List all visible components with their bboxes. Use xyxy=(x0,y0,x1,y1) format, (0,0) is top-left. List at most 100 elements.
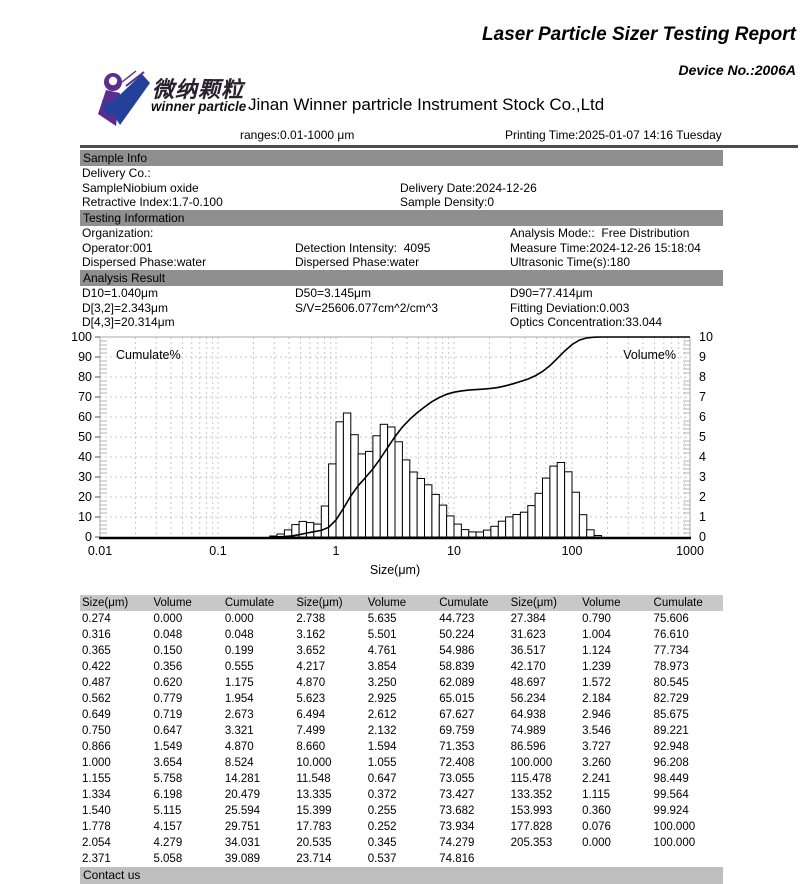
table-column-header: Cumulate xyxy=(439,596,489,609)
table-row: 0.487 0.620 1.175 4.870 3.250 62.089 48.697 1.5… xyxy=(80,675,723,691)
table-cell: 34.031 xyxy=(224,836,261,849)
table-cell xyxy=(652,851,723,867)
table-cell: 27.384 xyxy=(510,612,546,625)
table-row: 1.334 6.198 20.479 13.335 0.372 73.427 133.352… xyxy=(80,787,723,803)
svg-text:100: 100 xyxy=(71,330,92,344)
logo-chinese-text: 微纳颗粒 xyxy=(152,77,245,102)
table-row: 1.540 5.115 25.594 15.399 0.255 73.682 153.993… xyxy=(80,803,723,819)
table-cell: 6.198 xyxy=(153,788,183,801)
table-cell: 4.761 xyxy=(367,644,397,657)
table-cell: 85.675 xyxy=(653,708,689,721)
table-row: 0.866 1.549 4.870 8.660 1.594 71.353 86.596 3.7… xyxy=(80,739,723,755)
section-header-contact-us: Contact us xyxy=(80,866,723,884)
device-number: Device No.:2006A xyxy=(678,62,796,78)
table-cell xyxy=(509,851,580,867)
operator: Operator:001 xyxy=(82,240,153,255)
svg-text:4: 4 xyxy=(699,450,706,464)
table-cell: 0.866 xyxy=(82,740,111,753)
table-cell: 0.274 xyxy=(82,612,111,625)
table-cell: 20.479 xyxy=(224,788,261,801)
delivery-co: Delivery Co.: xyxy=(82,166,151,180)
table-cell: 4.870 xyxy=(296,676,326,689)
table-cell: 0.360 xyxy=(582,804,611,817)
table-cell: 73.055 xyxy=(439,772,475,785)
table-cell: 56.234 xyxy=(510,692,546,705)
svg-text:3: 3 xyxy=(699,470,706,484)
table-cell: 31.623 xyxy=(510,628,546,641)
table-body: 0.274 0.000 0.000 2.738 5.635 44.723 27.384 0.7… xyxy=(80,611,723,867)
table-cell: 2.132 xyxy=(367,724,397,737)
table-cell: 0.620 xyxy=(153,676,183,689)
table-cell: 1.540 xyxy=(82,804,111,817)
table-cell: 99.924 xyxy=(653,804,689,817)
table-cell: 23.714 xyxy=(296,852,332,865)
d10-value: D10=1.040μm xyxy=(82,285,158,300)
table-cell: 48.697 xyxy=(510,676,546,689)
table-cell: 8.524 xyxy=(224,756,254,769)
table-column-header: Size(μm) xyxy=(82,596,129,609)
table-cell: 58.839 xyxy=(439,660,475,673)
table-cell: 74.989 xyxy=(510,724,546,737)
table-cell: 1.334 xyxy=(82,788,111,801)
table-cell: 0.649 xyxy=(82,708,111,721)
table-cell: 5.623 xyxy=(296,692,326,705)
svg-text:1000: 1000 xyxy=(676,544,704,558)
table-cell: 100.000 xyxy=(510,756,553,769)
table-cell: 0.048 xyxy=(153,628,183,641)
table-cell: 0.345 xyxy=(367,836,397,849)
table-cell: 0.487 xyxy=(82,676,111,689)
table-cell: 205.353 xyxy=(510,836,553,849)
result-table: Size(μm) Volume Cumulate Size(μm) Volume Cumu… xyxy=(80,594,723,867)
table-cell: 0.316 xyxy=(82,628,111,641)
table-cell: 115.478 xyxy=(510,772,552,785)
table-cell: 0.255 xyxy=(367,804,397,817)
svg-text:30: 30 xyxy=(78,470,92,484)
table-cell: 65.015 xyxy=(439,692,475,705)
svg-text:9: 9 xyxy=(699,350,706,364)
dispersed-phase-1: Dispersed Phase:water xyxy=(82,255,207,270)
table-cell: 1.115 xyxy=(582,788,611,801)
section-header-sample-info: Sample Info xyxy=(80,150,723,166)
table-cell: 54.986 xyxy=(439,644,475,657)
table-cell: 99.564 xyxy=(653,788,689,801)
table-cell: 78.973 xyxy=(653,660,689,673)
table-cell: 3.250 xyxy=(367,676,397,689)
delivery-date: Delivery Date:2024-12-26 xyxy=(400,180,537,195)
table-cell: 7.499 xyxy=(296,724,326,737)
table-cell: 0.365 xyxy=(82,644,111,657)
retractive-index: Retractive Index:1.7-0.100 xyxy=(82,195,223,210)
table-cell: 2.673 xyxy=(224,708,254,721)
table-cell: 1.004 xyxy=(582,628,611,641)
table-cell: 4.870 xyxy=(224,740,254,753)
table-cell: 2.946 xyxy=(582,708,611,721)
svg-text:60: 60 xyxy=(78,410,92,424)
table-cell: 64.938 xyxy=(510,708,546,721)
svg-text:90: 90 xyxy=(78,350,92,364)
table-cell: 44.723 xyxy=(439,612,475,625)
table-cell: 1.124 xyxy=(582,644,611,657)
table-cell: 92.948 xyxy=(653,740,689,753)
svg-text:0: 0 xyxy=(85,530,92,544)
table-cell: 1.954 xyxy=(224,692,254,705)
report-body: Sample Info Delivery Co.: SampleNiobium … xyxy=(80,150,723,330)
table-cell: 0.356 xyxy=(153,660,183,673)
table-row: 0.649 0.719 2.673 6.494 2.612 67.627 64.938 2.9… xyxy=(80,707,723,723)
table-cell: 62.089 xyxy=(439,676,475,689)
table-row: 0.274 0.000 0.000 2.738 5.635 44.723 27.384 0.7… xyxy=(80,611,723,627)
organization: Organization: xyxy=(82,225,154,240)
table-cell: 0.537 xyxy=(367,852,397,865)
table-cell: 17.783 xyxy=(296,820,332,833)
table-cell: 153.993 xyxy=(510,804,553,817)
table-cell: 42.170 xyxy=(510,660,546,673)
header-divider xyxy=(80,145,798,148)
report-header: Laser Particle Sizer Testing Report Devi… xyxy=(0,0,802,150)
table-cell: 4.279 xyxy=(153,836,183,849)
svg-text:10: 10 xyxy=(699,330,713,344)
table-cell: 1.175 xyxy=(224,676,254,689)
winner-particle-logo-icon xyxy=(98,70,150,126)
table-row: 0.750 0.647 3.321 7.499 2.132 69.759 74.989 3.5… xyxy=(80,723,723,739)
table-cell: 5.058 xyxy=(153,852,183,865)
table-cell: 3.654 xyxy=(153,756,183,769)
svg-text:Cumulate%: Cumulate% xyxy=(116,348,181,362)
table-cell: 67.627 xyxy=(439,708,475,721)
